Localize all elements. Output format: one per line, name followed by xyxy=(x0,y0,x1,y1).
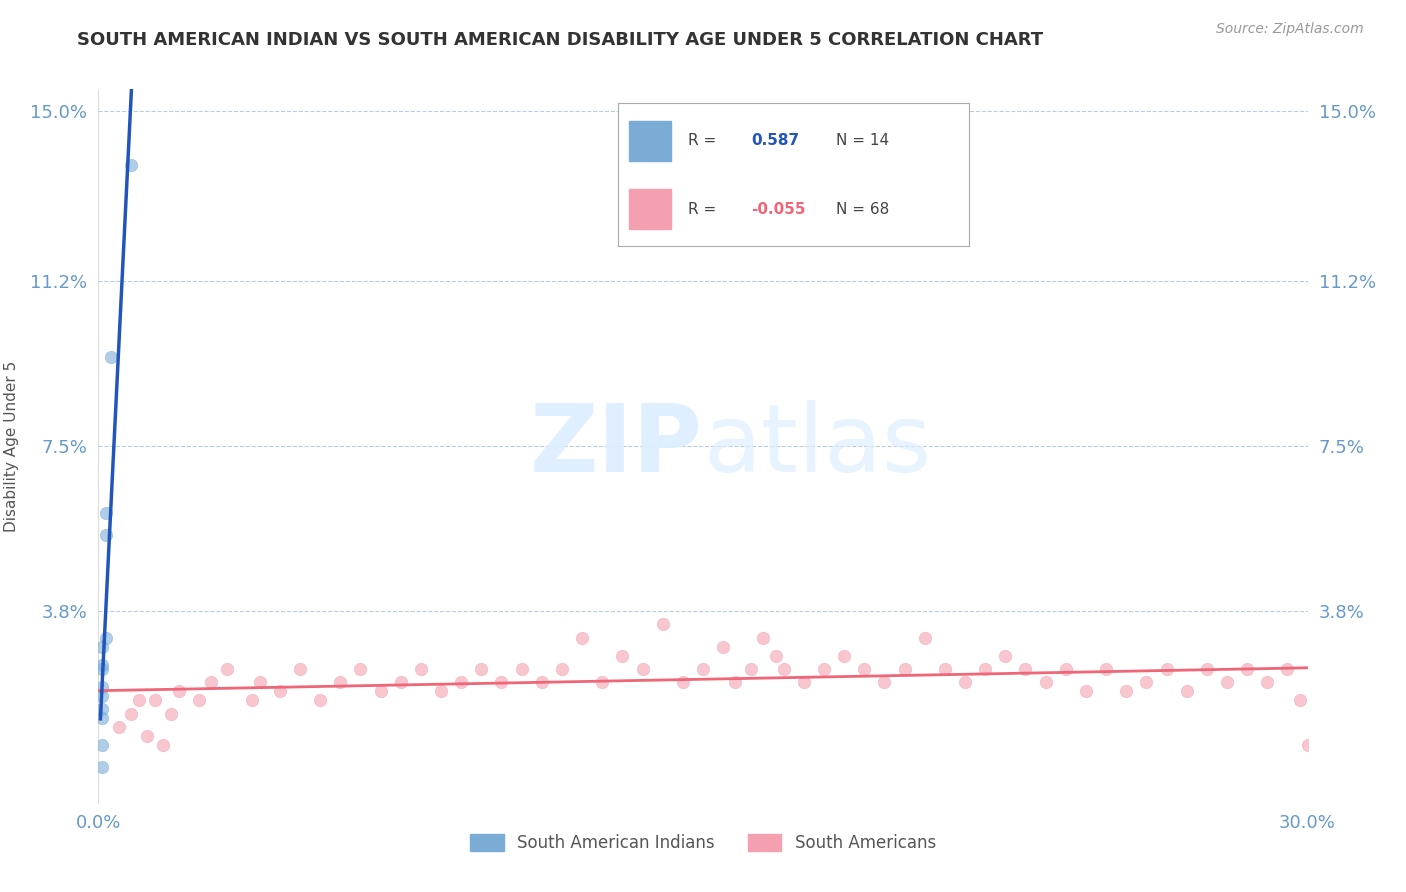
Point xyxy=(1236,662,1258,676)
Point xyxy=(120,706,142,721)
Point xyxy=(1296,738,1319,752)
Point xyxy=(96,631,118,645)
Point xyxy=(470,662,492,676)
Point xyxy=(873,675,896,690)
Point xyxy=(96,528,118,542)
Point xyxy=(530,675,553,690)
Point xyxy=(91,711,114,725)
Point xyxy=(128,693,150,707)
Text: atlas: atlas xyxy=(703,400,931,492)
Point xyxy=(1277,662,1299,676)
Point xyxy=(96,506,118,520)
Point xyxy=(91,640,114,654)
Point xyxy=(1256,675,1278,690)
Point xyxy=(1135,675,1157,690)
Point xyxy=(740,662,762,676)
Point xyxy=(91,738,114,752)
Point xyxy=(510,662,533,676)
Point xyxy=(551,662,574,676)
Point xyxy=(692,662,714,676)
Point xyxy=(1074,684,1097,698)
Point xyxy=(309,693,332,707)
Point xyxy=(612,648,634,663)
Point xyxy=(370,684,392,698)
Point xyxy=(91,689,114,703)
Point xyxy=(240,693,263,707)
Point xyxy=(143,693,166,707)
Point xyxy=(1288,693,1310,707)
Point xyxy=(672,675,695,690)
Point xyxy=(1156,662,1178,676)
Point xyxy=(571,631,593,645)
Point xyxy=(389,675,412,690)
Point xyxy=(491,675,513,690)
Point xyxy=(188,693,211,707)
Point xyxy=(217,662,239,676)
Point xyxy=(953,675,976,690)
Point xyxy=(91,702,114,716)
Point xyxy=(853,662,876,676)
Point xyxy=(249,675,271,690)
Point xyxy=(135,729,157,743)
Y-axis label: Disability Age Under 5: Disability Age Under 5 xyxy=(4,360,20,532)
Point xyxy=(91,760,114,774)
Point xyxy=(772,662,794,676)
Point xyxy=(994,648,1017,663)
Point xyxy=(711,640,734,654)
Point xyxy=(409,662,432,676)
Point xyxy=(269,684,291,698)
Point xyxy=(591,675,613,690)
Point xyxy=(974,662,997,676)
Point xyxy=(1115,684,1137,698)
Point xyxy=(120,158,142,172)
Point xyxy=(832,648,855,663)
Point xyxy=(167,684,190,698)
Point xyxy=(752,631,775,645)
Point xyxy=(651,617,673,632)
Point xyxy=(631,662,654,676)
Point xyxy=(1195,662,1218,676)
Point xyxy=(450,675,472,690)
Text: Source: ZipAtlas.com: Source: ZipAtlas.com xyxy=(1216,22,1364,37)
Point xyxy=(329,675,352,690)
Point xyxy=(1014,662,1036,676)
Point xyxy=(813,662,835,676)
Point xyxy=(91,662,114,676)
Point xyxy=(91,680,114,694)
Point xyxy=(152,738,174,752)
Point xyxy=(160,706,183,721)
Point xyxy=(893,662,915,676)
Point xyxy=(200,675,222,690)
Point xyxy=(349,662,371,676)
Point xyxy=(430,684,453,698)
Point xyxy=(1054,662,1077,676)
Legend: South American Indians, South Americans: South American Indians, South Americans xyxy=(464,827,942,859)
Point xyxy=(100,350,122,364)
Text: SOUTH AMERICAN INDIAN VS SOUTH AMERICAN DISABILITY AGE UNDER 5 CORRELATION CHART: SOUTH AMERICAN INDIAN VS SOUTH AMERICAN … xyxy=(77,31,1043,49)
Point xyxy=(1095,662,1118,676)
Point xyxy=(765,648,787,663)
Point xyxy=(724,675,747,690)
Point xyxy=(914,631,936,645)
Point xyxy=(793,675,815,690)
Point xyxy=(288,662,311,676)
Text: ZIP: ZIP xyxy=(530,400,703,492)
Point xyxy=(91,657,114,672)
Point xyxy=(934,662,956,676)
Point xyxy=(1216,675,1239,690)
Point xyxy=(1175,684,1198,698)
Point xyxy=(107,720,129,734)
Point xyxy=(1035,675,1057,690)
